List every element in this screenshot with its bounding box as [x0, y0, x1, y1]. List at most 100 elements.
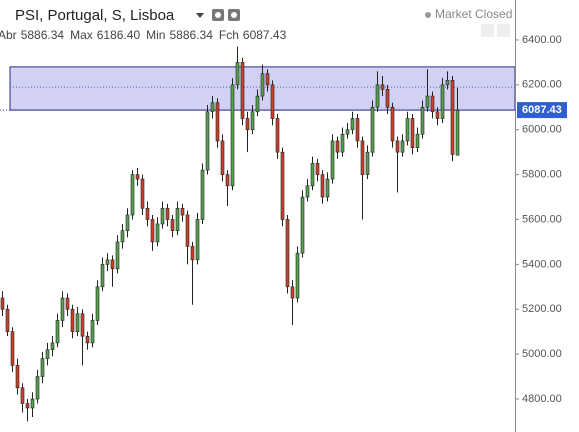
candle-body: [190, 246, 195, 261]
candle-body: [155, 223, 160, 243]
candle-body: [120, 230, 125, 243]
status-dot: [425, 12, 431, 18]
legend-value: 6087.43: [243, 28, 287, 42]
candle-body: [10, 331, 15, 366]
legend-value: 5886.34: [21, 28, 65, 42]
candle-body: [30, 398, 35, 409]
y-tick-label: 6200.00: [522, 79, 562, 91]
plot-area: [0, 46, 516, 422]
legend-key: Max: [70, 28, 93, 42]
candle-body: [125, 214, 130, 231]
candle-body: [300, 196, 305, 254]
candle-body: [225, 174, 230, 187]
candle-body: [195, 219, 200, 261]
candle-body: [390, 106, 395, 142]
candle-body: [425, 95, 430, 108]
candle-body: [395, 140, 400, 153]
y-tick-label: 5600.00: [522, 213, 562, 225]
candle-body: [335, 140, 340, 153]
candle-body: [305, 185, 310, 198]
candle-body: [380, 84, 385, 90]
candle-body: [70, 308, 75, 332]
candle-body: [170, 219, 175, 231]
candle-body: [80, 313, 85, 337]
y-tick-label: 5200.00: [522, 303, 562, 315]
last-price-tag: [517, 102, 567, 119]
candle-body: [0, 297, 5, 310]
candle-body: [55, 320, 60, 344]
y-tick-label: 5800.00: [522, 169, 562, 181]
candle-body: [5, 308, 10, 332]
candle-body: [15, 365, 20, 389]
candle-body: [400, 140, 405, 153]
legend-key: Abr: [0, 28, 17, 42]
dropdown-icon[interactable]: [196, 13, 204, 18]
candle-body: [440, 84, 445, 119]
candle-body: [455, 109, 460, 156]
candle-body: [45, 349, 50, 359]
y-tick-label: 5400.00: [522, 258, 562, 270]
candle-body: [105, 259, 110, 265]
legend-value: 5886.34: [169, 28, 213, 42]
candle-body: [415, 133, 420, 148]
candle-body: [285, 219, 290, 288]
candle-body: [165, 207, 170, 220]
candle-body: [410, 118, 415, 148]
candle-body: [210, 102, 215, 113]
candle-body: [75, 313, 80, 332]
last-price-label: 6087.43: [522, 104, 562, 116]
candle-body: [145, 207, 150, 220]
candle-body: [405, 118, 410, 142]
candle-body: [360, 140, 365, 175]
candle-body: [320, 174, 325, 198]
candle-body: [245, 118, 250, 131]
candle-body: [205, 111, 210, 171]
y-tick-label: 5000.00: [522, 348, 562, 360]
candle-body: [85, 335, 90, 344]
candle-body: [265, 73, 270, 86]
toolbar-button[interactable]: [481, 24, 494, 37]
y-tick-label: 6400.00: [522, 34, 562, 46]
y-tick-label: 6000.00: [522, 124, 562, 136]
candle-body: [200, 169, 205, 220]
candle-body: [40, 358, 45, 377]
candle-body: [135, 174, 140, 180]
candle-body: [100, 264, 105, 288]
candle-body: [95, 286, 100, 321]
y-tick-label: 4800.00: [522, 393, 562, 405]
candle-body: [435, 111, 440, 119]
market-status: Market Closed: [435, 7, 512, 21]
candle-body: [330, 140, 335, 180]
candle-body: [255, 95, 260, 113]
candle-body: [160, 207, 165, 225]
candle-body: [175, 207, 180, 231]
candle-body: [250, 111, 255, 131]
candle-body: [90, 320, 95, 344]
candle-body: [270, 84, 275, 119]
candle-body: [345, 129, 350, 135]
toolbar-button[interactable]: [497, 24, 510, 37]
candle-body: [445, 80, 450, 86]
candle-body: [185, 214, 190, 247]
candle-body: [65, 297, 70, 310]
candle-body: [25, 403, 30, 409]
candle-body: [355, 118, 360, 142]
legend-key: Min: [146, 28, 165, 42]
candle-body: [230, 84, 235, 187]
candle-body: [280, 151, 285, 220]
candle-body: [315, 163, 320, 175]
candle-body: [365, 151, 370, 175]
candle-body: [450, 80, 455, 155]
legend-value: 6186.40: [97, 28, 141, 42]
settings-icon-center: [231, 12, 237, 18]
ohlc-legend: Abr 5886.34 Max 6186.40 Min 5886.34 Fch 6087.43: [0, 28, 287, 42]
symbol-title: PSI, Portugal, S, Lisboa: [15, 7, 175, 24]
candle-body: [150, 219, 155, 243]
candle-body: [35, 376, 40, 400]
candle-body: [260, 73, 265, 97]
candle-body: [60, 297, 65, 321]
candle-body: [275, 118, 280, 153]
candle-body: [180, 207, 185, 216]
eye-icon-pupil: [215, 12, 221, 18]
